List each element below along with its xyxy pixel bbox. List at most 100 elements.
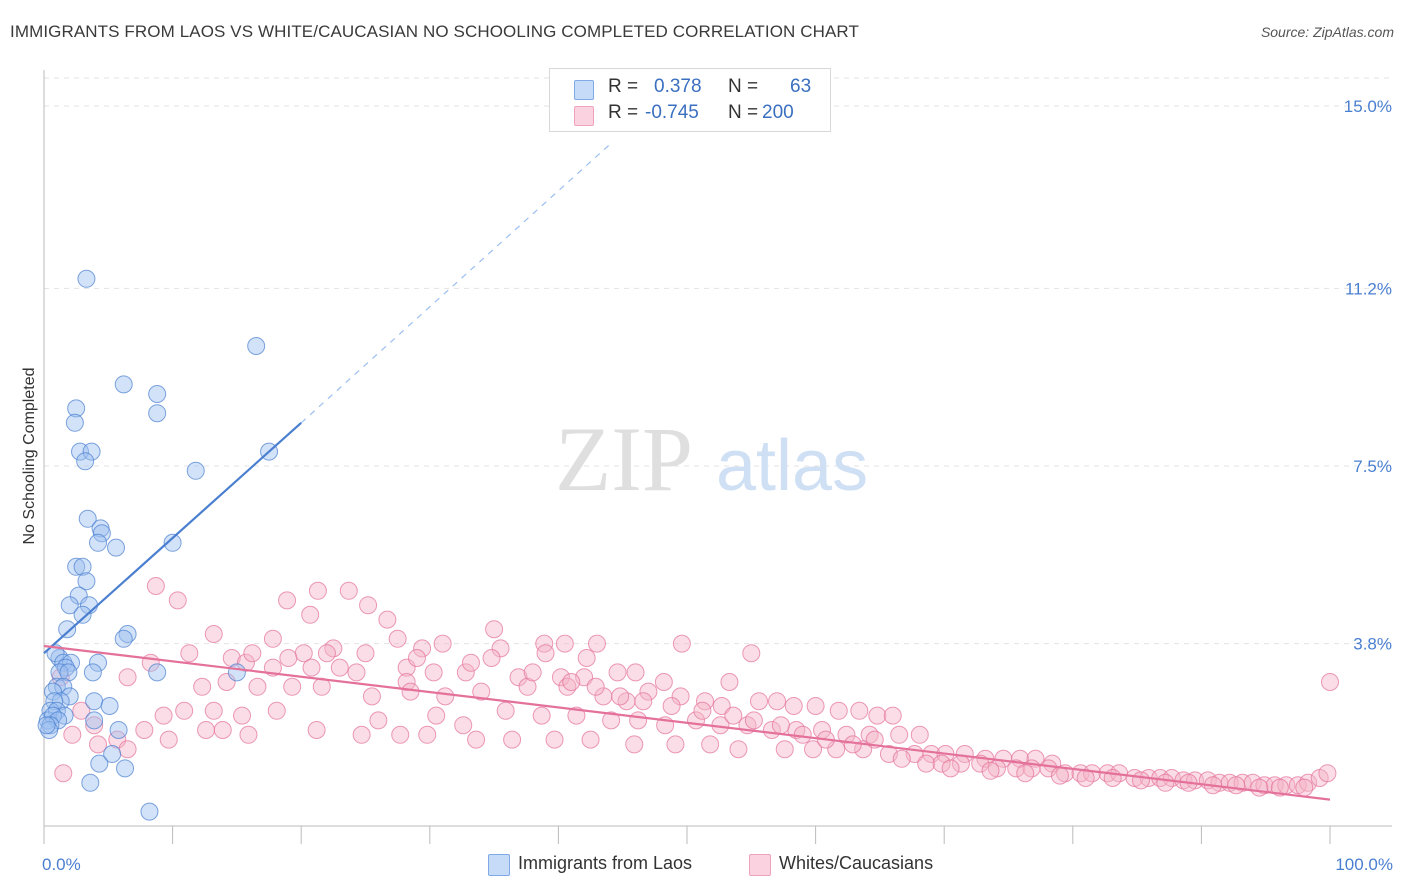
grid-lines (44, 77, 1392, 645)
data-point (50, 663, 69, 682)
data-point (742, 644, 761, 663)
data-point (545, 730, 564, 749)
data-point (301, 605, 320, 624)
data-point (535, 634, 554, 653)
data-point (485, 620, 504, 639)
data-point (654, 673, 673, 691)
data-point (362, 687, 381, 706)
data-point (671, 687, 690, 706)
data-point (63, 725, 82, 744)
data-point (611, 687, 630, 706)
data-point (461, 653, 480, 672)
data-point (804, 740, 823, 759)
legend-r-label: R = (608, 102, 639, 123)
data-point (775, 740, 794, 759)
data-point (103, 745, 122, 763)
data-point (118, 740, 137, 759)
data-point (90, 754, 109, 773)
data-point (771, 716, 790, 735)
data-point (197, 721, 216, 739)
data-point (352, 725, 371, 744)
data-point (148, 663, 167, 682)
data-point (77, 269, 96, 288)
data-point (154, 706, 173, 725)
legend-n-value: 63 (790, 76, 812, 97)
data-point (283, 677, 302, 696)
data-point (503, 730, 522, 749)
axes (43, 70, 1392, 844)
bottom-legend-label-laos: Immigrants from Laos (518, 853, 693, 873)
data-point (666, 735, 685, 754)
data-point (243, 644, 262, 663)
data-point (586, 677, 605, 696)
data-point (890, 725, 909, 744)
legend-n-label: N = (728, 102, 759, 123)
data-point (532, 706, 551, 725)
data-point (37, 716, 56, 735)
data-point (418, 725, 437, 744)
data-point (917, 754, 936, 773)
data-point (356, 644, 375, 663)
data-point (467, 730, 486, 749)
data-point (85, 716, 104, 735)
data-point (1295, 778, 1314, 797)
data-point (567, 706, 586, 725)
data-point (44, 682, 63, 701)
data-point (247, 337, 266, 355)
data-point (148, 385, 167, 403)
data-point (892, 749, 911, 768)
data-point (562, 673, 581, 691)
data-point (1255, 776, 1274, 795)
data-point (1250, 778, 1269, 797)
watermark-atlas: atlas (716, 426, 868, 506)
data-point (407, 649, 426, 667)
data-point (744, 711, 763, 730)
data-point (78, 509, 97, 528)
data-point (639, 682, 658, 701)
series-immigrants-from-laos (37, 269, 279, 821)
data-point (829, 701, 848, 720)
data-point (523, 663, 542, 682)
y-tick-label: 15.0% (1344, 97, 1392, 116)
data-point (720, 673, 739, 691)
data-point (1156, 773, 1175, 792)
legend: R = 0.378 N = 63 R = -0.745 N = 200 (549, 68, 831, 132)
data-point (89, 653, 108, 672)
trend-line-laos (43, 421, 302, 655)
data-point (536, 644, 555, 663)
bottom-legend-swatch-laos (488, 854, 510, 876)
data-point (54, 677, 73, 696)
data-point (116, 759, 135, 778)
data-point (233, 706, 252, 725)
data-point (482, 649, 501, 667)
data-point (148, 404, 167, 423)
watermark-zip: ZIP (555, 408, 693, 510)
data-point (107, 538, 126, 557)
data-point (496, 701, 515, 720)
legend-swatch-whites (574, 106, 594, 126)
data-point (784, 697, 803, 715)
data-point (168, 591, 187, 610)
data-point (701, 735, 720, 754)
data-point (629, 711, 648, 730)
data-point (204, 701, 223, 720)
data-point (263, 629, 282, 648)
data-point (180, 644, 199, 663)
legend-r-value: 0.378 (654, 76, 702, 97)
data-point (89, 533, 108, 552)
data-point (837, 725, 856, 744)
data-point (551, 668, 570, 687)
data-point (347, 663, 366, 682)
data-point (910, 725, 929, 744)
data-point (577, 649, 596, 667)
chart-title: IMMIGRANTS FROM LAOS VS WHITE/CAUCASIAN … (10, 22, 859, 41)
data-point (239, 725, 258, 744)
watermark: ZIP atlas (555, 408, 868, 510)
data-point (626, 663, 645, 682)
y-tick-label: 11.2% (1345, 279, 1392, 298)
data-point (73, 605, 92, 624)
data-point (59, 663, 78, 682)
data-point (883, 706, 902, 725)
data-point (308, 581, 327, 600)
data-point (100, 697, 119, 715)
